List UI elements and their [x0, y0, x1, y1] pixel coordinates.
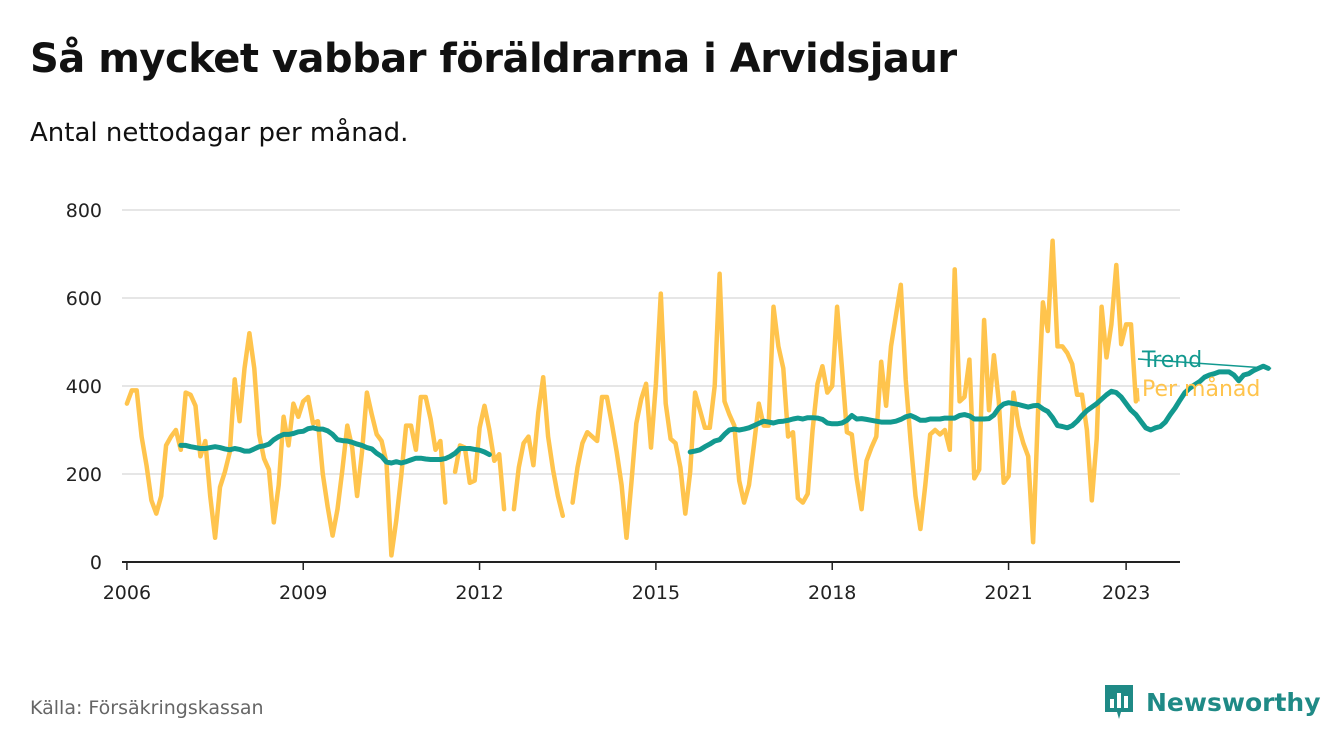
x-tick-label: 2006: [103, 582, 151, 604]
series-line: [178, 363, 1271, 466]
x-axis: 2006 2009 2012 2015 2018 2021 2023: [103, 561, 1180, 604]
legend-label: Per månad: [1142, 376, 1260, 402]
x-tick-label: 2023: [1102, 582, 1150, 604]
series-line: [124, 238, 1139, 558]
brand-logo[interactable]: Newsworthy: [1102, 682, 1321, 722]
x-tick-label: 2018: [808, 582, 856, 604]
newsworthy-logo-icon: [1105, 685, 1133, 719]
chart-subtitle: Antal nettodagar per månad.: [30, 118, 409, 148]
series-lines: [124, 238, 1271, 558]
y-tick-label: 400: [66, 376, 102, 398]
x-tick-label: 2015: [632, 582, 680, 604]
legend: Per månad Trend: [1137, 348, 1272, 402]
y-tick-label: 0: [90, 552, 102, 574]
y-tick-label: 200: [66, 464, 102, 486]
y-axis: 0 200 400 600 800: [66, 200, 102, 574]
brand-name: Newsworthy: [1146, 687, 1321, 717]
legend-label: Trend: [1141, 348, 1202, 373]
legend-leader: [1137, 358, 1272, 370]
x-tick-label: 2012: [455, 582, 503, 604]
y-tick-label: 800: [66, 200, 102, 222]
x-tick-label: 2021: [984, 582, 1032, 604]
y-tick-label: 600: [66, 288, 102, 310]
chart-title: Så mycket vabbar föräldrarna i Arvidsjau…: [30, 36, 957, 82]
source-note: Källa: Försäkringskassan: [30, 697, 264, 719]
x-tick-label: 2009: [279, 582, 327, 604]
legend-leader: [1137, 387, 1140, 402]
